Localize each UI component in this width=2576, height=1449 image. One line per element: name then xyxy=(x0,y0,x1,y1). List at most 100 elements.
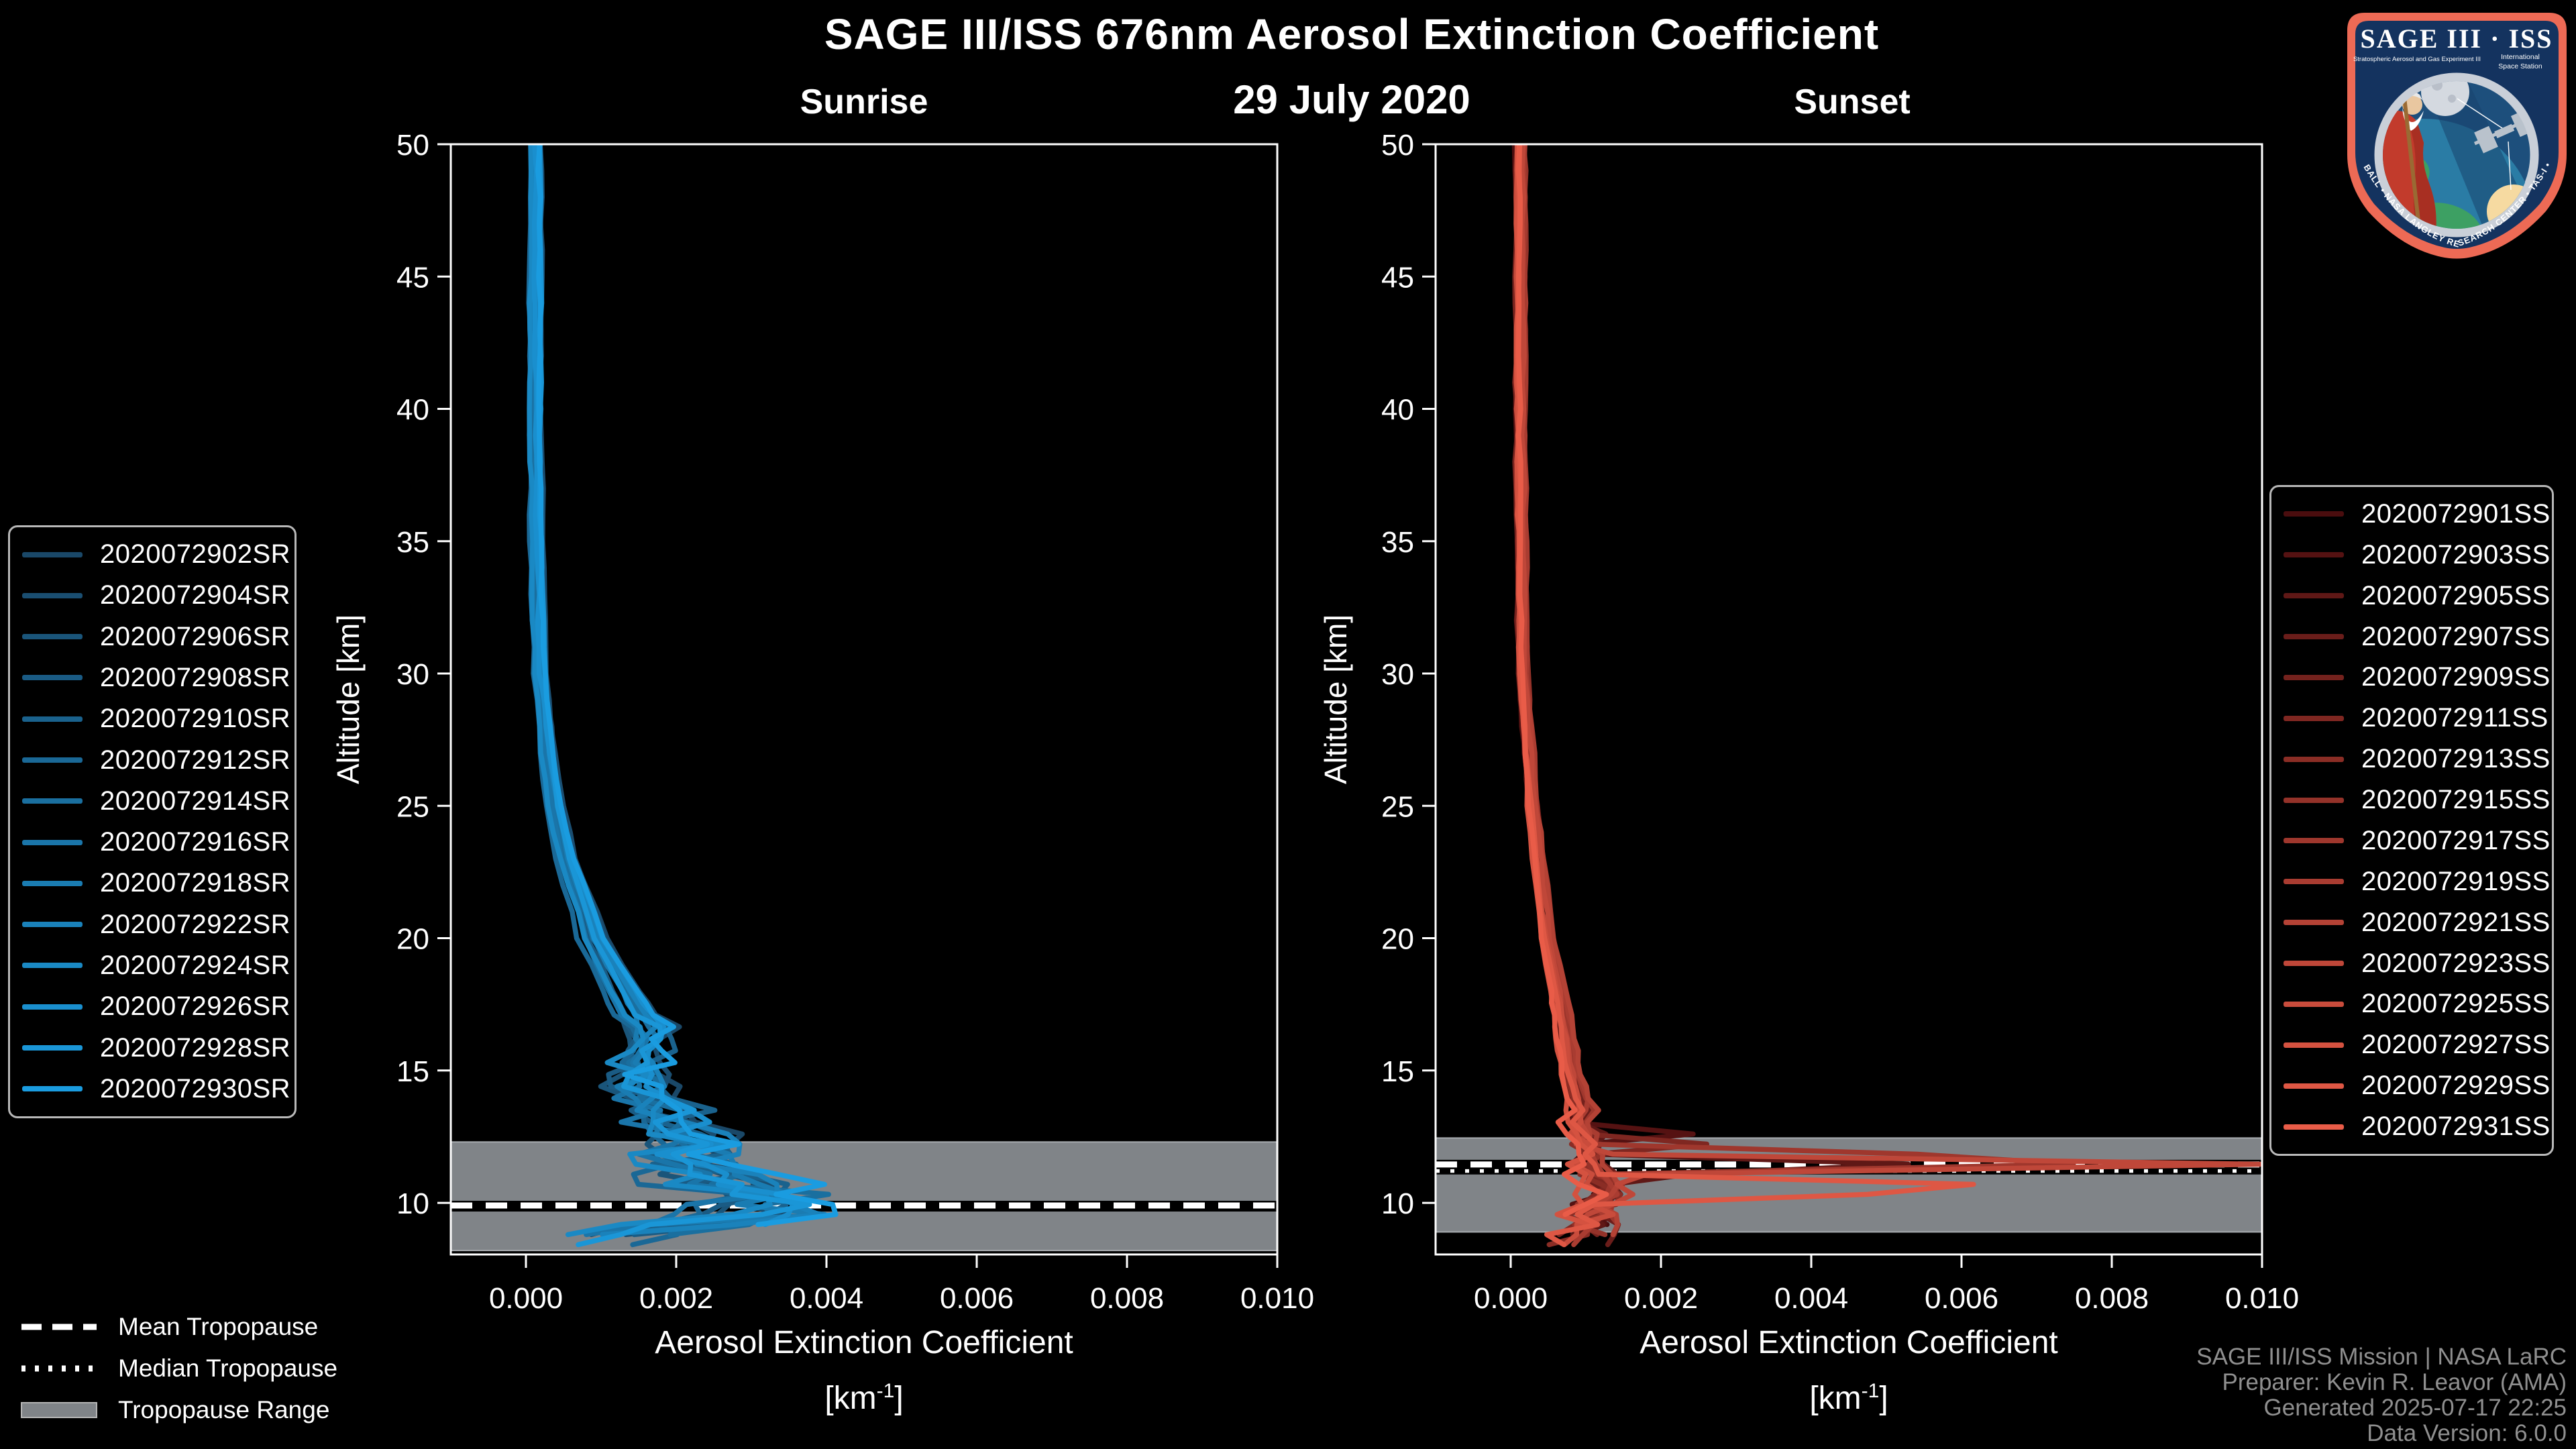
legend-line-swatch xyxy=(2284,715,2344,721)
sunset-legend: 2020072901SS 2020072903SS 2020072905SS 2020… xyxy=(2269,485,2554,1156)
credit-preparer: Preparer: Kevin R. Leavor (AMA) xyxy=(2222,1369,2567,1395)
legend-item: 2020072902SR xyxy=(22,534,290,575)
mean-tropopause-swatch xyxy=(21,1324,97,1330)
y-tick-label: 35 xyxy=(396,526,429,559)
y-tick-label: 45 xyxy=(396,261,429,294)
moon xyxy=(2421,81,2469,116)
tropopause-range-label: Tropopause Range xyxy=(118,1396,330,1424)
profile-2020072926SR xyxy=(531,144,796,1228)
tropopause-range-swatch xyxy=(21,1402,97,1418)
mean-tropopause-label: Mean Tropopause xyxy=(118,1313,319,1340)
tropopause-legend: Mean Tropopause Median Tropopause Tropop… xyxy=(19,1306,337,1431)
legend-item-label: 2020072927SS xyxy=(2361,1030,2551,1060)
legend-item: 2020072926SR xyxy=(22,986,290,1027)
legend-item: 2020072925SS xyxy=(2284,984,2550,1025)
legend-line-swatch xyxy=(22,922,83,928)
legend-item-label: 2020072913SS xyxy=(2361,744,2551,774)
legend-item: 2020072911SS xyxy=(2284,698,2548,739)
patch-subtitle-right-1: International xyxy=(2501,53,2540,61)
legend-line-swatch xyxy=(2284,797,2344,803)
legend-item-label: 2020072912SR xyxy=(100,745,291,775)
x-tick-label: 0.006 xyxy=(1925,1282,1998,1315)
legend-item: 2020072917SS xyxy=(2284,820,2550,861)
legend-line-swatch xyxy=(2284,593,2344,599)
legend-item: 2020072915SS xyxy=(2284,780,2550,820)
legend-item-label: 2020072929SS xyxy=(2361,1071,2551,1101)
profile-2020072922SR xyxy=(533,144,822,1238)
x-axis-unit: [km-1] xyxy=(1809,1380,1888,1416)
legend-item-label: 2020072922SR xyxy=(100,909,291,939)
legend-line-swatch xyxy=(2284,961,2344,967)
x-tick-label: 0.010 xyxy=(1240,1282,1314,1315)
mission-patch-logo: SAGE III · ISS Stratospheric Aerosol and… xyxy=(2345,10,2567,259)
y-tick-label: 35 xyxy=(1381,526,1414,559)
credit-version: Data Version: 6.0.0 xyxy=(2367,1420,2567,1446)
tropopause-range-legend-item: Tropopause Range xyxy=(19,1389,337,1431)
y-tick-label: 45 xyxy=(1381,261,1414,294)
credit-mission: SAGE III/ISS Mission | NASA LaRC xyxy=(2196,1344,2567,1370)
legend-line-swatch xyxy=(22,757,83,763)
legend-item: 2020072928SR xyxy=(22,1027,290,1068)
profile-2020072930SR xyxy=(535,144,839,1228)
legend-item: 2020072913SS xyxy=(2284,739,2550,780)
legend-line-swatch xyxy=(2284,511,2344,517)
legend-item-label: 2020072906SR xyxy=(100,621,291,651)
legend-line-swatch xyxy=(22,716,83,722)
legend-line-swatch xyxy=(2284,1124,2344,1130)
x-axis-label-text: Aerosol Extinction Coefficient xyxy=(1640,1325,2058,1360)
x-tick-label: 0.000 xyxy=(489,1282,563,1315)
legend-item-label: 2020072923SS xyxy=(2361,948,2551,978)
credits-block: SAGE III/ISS Mission | NASA LaRC Prepare… xyxy=(2196,1344,2567,1446)
profile-2020072917SS xyxy=(1517,144,2076,1238)
legend-line-swatch xyxy=(2284,552,2344,558)
profile-2020072918SR xyxy=(536,144,828,1228)
y-tick-label: 40 xyxy=(396,394,429,427)
legend-item: 2020072923SS xyxy=(2284,943,2550,984)
legend-item-label: 2020072908SR xyxy=(100,662,291,692)
legend-line-swatch xyxy=(2284,1042,2344,1048)
credit-generated: Generated 2025-07-17 22:25 xyxy=(2263,1395,2567,1421)
plot-sunset: 0.000 0.002 0.004 0.006 0.008 0.010 10 15 20 25 30… xyxy=(1381,129,2299,1315)
legend-item: 2020072921SS xyxy=(2284,902,2550,943)
legend-item-label: 2020072926SR xyxy=(100,991,291,1022)
x-axis-unit: [km-1] xyxy=(824,1380,904,1416)
sunrise-subtitle: Sunrise xyxy=(800,83,928,121)
x-axis-label-sunrise: Aerosol Extinction Coefficient [km-1] xyxy=(462,1319,1267,1423)
x-tick-label: 0.000 xyxy=(1474,1282,1548,1315)
profile-2020072923SS xyxy=(1519,144,2262,1228)
legend-item: 2020072907SS xyxy=(2284,616,2550,657)
legend-item-label: 2020072915SS xyxy=(2361,785,2551,815)
legend-line-swatch xyxy=(2284,879,2344,885)
y-tick-label: 30 xyxy=(396,658,429,691)
legend-item-label: 2020072917SS xyxy=(2361,825,2551,855)
legend-item-label: 2020072904SR xyxy=(100,580,291,610)
mean-tropopause-legend-item: Mean Tropopause xyxy=(19,1306,337,1348)
legend-line-swatch xyxy=(22,963,83,969)
patch-subtitle-right-2: Space Station xyxy=(2498,62,2542,70)
legend-item: 2020072914SR xyxy=(22,781,290,822)
tropopause-range-band xyxy=(451,1141,1277,1252)
profile-2020072910SR xyxy=(534,144,790,1238)
legend-line-swatch xyxy=(2284,838,2344,844)
legend-item: 2020072905SS xyxy=(2284,576,2550,616)
legend-line-swatch xyxy=(2284,1001,2344,1007)
y-tick-label: 50 xyxy=(1381,129,1414,162)
legend-line-swatch xyxy=(22,880,83,886)
legend-item-label: 2020072907SS xyxy=(2361,621,2551,651)
sunrise-legend: 2020072902SR 2020072904SR 2020072906SR 2020… xyxy=(8,525,297,1118)
legend-item: 2020072904SR xyxy=(22,575,290,616)
legend-item-label: 2020072916SR xyxy=(100,827,291,857)
legend-item-label: 2020072901SS xyxy=(2361,498,2551,529)
legend-item: 2020072908SR xyxy=(22,657,290,698)
x-tick-label: 0.006 xyxy=(940,1282,1014,1315)
y-tick-label: 50 xyxy=(396,129,429,162)
legend-item-label: 2020072905SS xyxy=(2361,580,2551,610)
profile-2020072924SR xyxy=(527,144,773,1238)
x-axis-label-text: Aerosol Extinction Coefficient xyxy=(655,1325,1073,1360)
legend-item: 2020072903SS xyxy=(2284,535,2550,576)
legend-item: 2020072929SS xyxy=(2284,1065,2550,1106)
legend-item: 2020072931SS xyxy=(2284,1106,2550,1147)
y-tick-label: 10 xyxy=(396,1187,429,1220)
x-tick-label: 0.004 xyxy=(790,1282,863,1315)
profile-2020072929SS xyxy=(1515,144,1976,1248)
